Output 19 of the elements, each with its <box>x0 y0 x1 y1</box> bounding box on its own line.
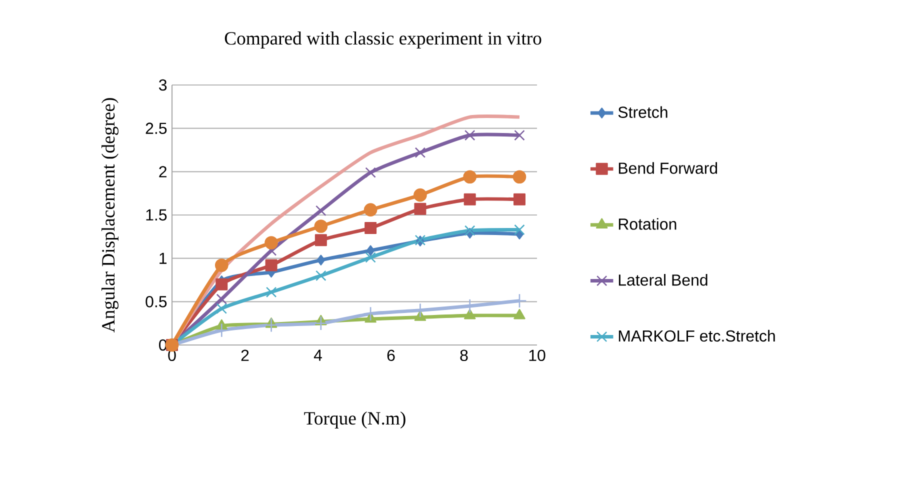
y-tick-label: 2.5 <box>146 122 167 134</box>
x-tick-label: 8 <box>460 350 468 362</box>
x-tick-label: 4 <box>314 350 322 361</box>
y-tick-label: 0.5 <box>146 296 167 308</box>
legend-label: MARKOLF etc.Stretch <box>618 330 775 342</box>
y-tick-label: 1 <box>160 252 167 264</box>
x-axis-title: Torque (N.m) <box>304 412 406 428</box>
y-tick-label: 3 <box>159 79 167 91</box>
legend-label: Lateral Bend <box>618 274 708 286</box>
y-tick-label: 2 <box>159 166 166 178</box>
y-axis-title: Angular Displacement (degree) <box>102 98 118 332</box>
x-tick-label: 6 <box>387 350 395 362</box>
x-tick-label: 2 <box>241 350 249 361</box>
legend-label: Stretch <box>618 106 668 118</box>
x-tick-label: 10 <box>529 350 546 362</box>
chart-title: Compared with classic experiment in vitro <box>224 32 542 48</box>
legend-label: Bend Forward <box>618 162 718 174</box>
legend-label: Rotation <box>618 218 676 230</box>
y-tick-label: 1.5 <box>146 209 167 221</box>
